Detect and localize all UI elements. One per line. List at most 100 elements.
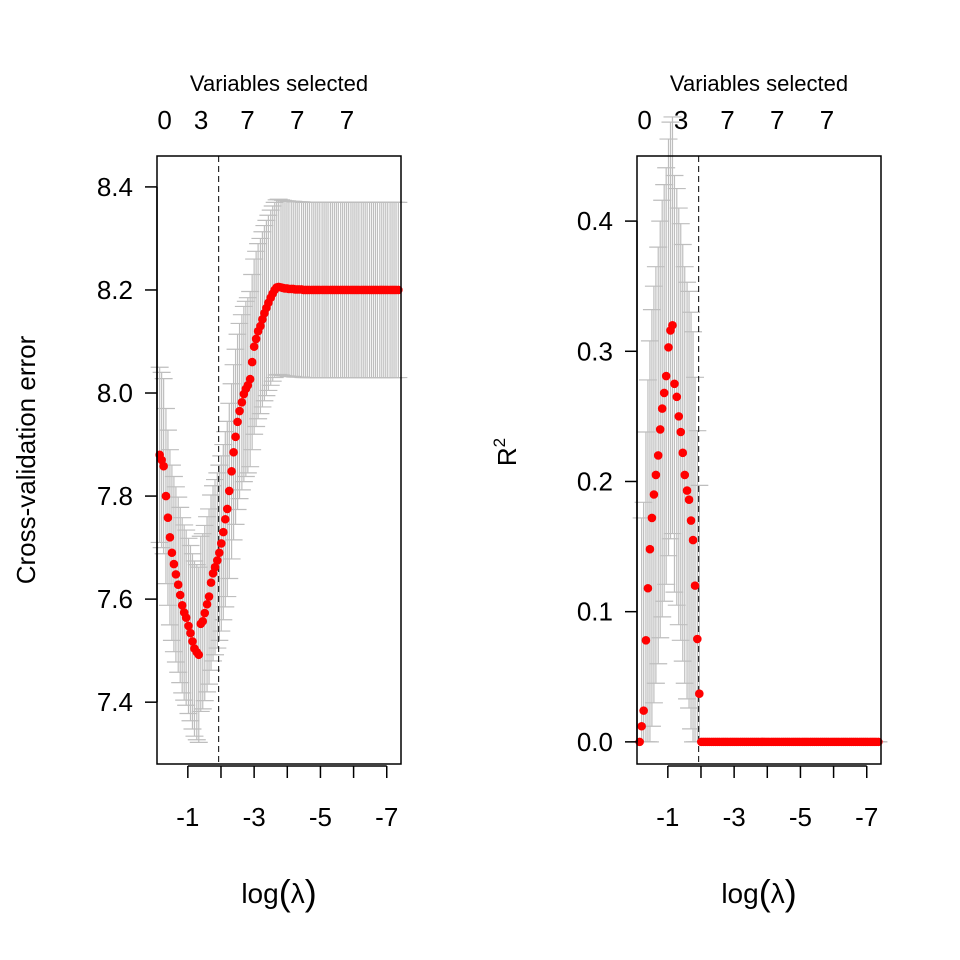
r2-point [680,470,690,480]
r2-y-tick-label: 0.2 [577,466,613,496]
r2-point [655,425,665,434]
cv-error-x-tick-label: -7 [375,802,398,832]
r2-point [668,320,677,330]
cv-error-point [171,570,181,579]
r2-x-tick-label: -5 [789,802,812,832]
r2-point [639,706,648,715]
cv-error-point [161,491,171,501]
r2-points [635,320,883,747]
cv-error-point [215,548,224,558]
r2-point [637,721,646,731]
r2-point [693,634,702,644]
r2-x-axis: -1 -3 -5 -7 [656,765,878,832]
r2-point [678,448,688,458]
cv-error-top-tick-label: 0 [157,105,171,135]
r2-point [674,412,684,421]
cv-error-top-axis-title: Variables selected [190,71,368,96]
cv-error-point [245,374,255,384]
x-title-log-text: log [241,878,278,909]
r2-x-tick-label: -3 [723,802,746,832]
cv-error-point [194,650,204,660]
r2-point [676,427,686,437]
r2-x-tick-label: -7 [855,802,878,832]
cv-error-point [200,608,210,618]
cv-error-y-axis: 7.4 7.6 7.8 8.0 8.2 8.4 [97,172,158,717]
cv-error-point [181,613,191,622]
cv-error-point [237,397,247,407]
x-title-paren-open: ( [279,872,291,913]
cv-error-point [165,532,175,542]
cv-error-points [155,282,403,660]
x-title-lambda: λ [291,878,305,909]
r2-y-tick-label: 0.4 [577,206,613,236]
cv-error-point [202,599,212,609]
cv-error-point [159,461,168,471]
r2-y-tick-label: 0.0 [577,727,613,757]
cv-error-top-tick-label: 7 [290,105,304,135]
cv-error-y-tick-label: 7.6 [97,584,133,614]
x-title-lambda: λ [771,878,785,909]
r2-top-tick-label: 7 [820,105,834,135]
r2-point [643,583,653,593]
r2-top-tick-label: 0 [637,105,651,135]
cv-error-point [231,432,240,442]
cv-error-point [188,637,197,646]
r2-point [649,490,659,499]
r2-top-tick-label: 7 [720,105,734,135]
r2-point [651,470,661,480]
cv-error-y-tick-label: 8.0 [97,378,133,408]
cv-error-top-tick-label: 7 [340,105,354,135]
x-title-paren-close: ) [785,872,797,913]
r2-point [659,388,669,398]
cv-error-point [198,616,208,626]
x-title-paren-close: ) [305,872,317,913]
r2-y-title-base: R [492,447,522,466]
cv-error-point [184,621,193,631]
r2-y-tick-label: 0.1 [577,597,613,627]
cv-error-point [251,334,261,344]
r2-point [670,379,679,389]
cv-error-point [224,486,234,496]
r2-point [686,516,696,525]
r2-y-tick-label: 0.3 [577,336,613,366]
r2-point [684,495,694,505]
r2-point [664,343,673,352]
cv-error-point [169,559,179,569]
r2-point [647,513,657,523]
cv-error-y-tick-label: 7.8 [97,481,133,511]
cv-error-point [249,342,259,351]
r2-point [641,636,651,645]
r2-y-axis: 0.0 0.1 0.2 0.3 0.4 [577,206,638,757]
cv-error-y-tick-label: 8.4 [97,172,133,202]
r2-point [690,581,700,590]
r2-y-title-superscript: 2 [490,438,509,447]
cv-error-point [227,467,236,476]
cv-error-point [219,527,228,537]
r2-point [645,544,655,554]
cv-error-point [163,513,173,523]
r2-point [682,486,692,495]
cv-error-point [177,601,187,610]
cv-error-point [256,321,265,331]
cv-error-point [235,406,244,416]
cv-error-x-tick-label: -3 [243,802,266,832]
cv-error-y-axis-title: Cross-validation error [11,335,41,584]
cv-error-x-tick-label: -1 [176,802,199,832]
cv-error-point [213,556,222,565]
r2-point [688,535,698,545]
r2-x-tick-label: -1 [656,802,679,832]
cv-error-point [220,514,230,524]
r2-x-axis-title: log(λ) [721,872,796,913]
cv-error-y-tick-label: 7.4 [97,687,133,717]
cv-error-point [186,628,195,638]
r2-point [653,451,663,460]
cv-error-x-axis: -1 -3 -5 -7 [176,765,398,832]
cv-error-point [233,417,242,427]
cv-error-point [204,592,214,601]
r2-top-tick-label: 7 [770,105,784,135]
